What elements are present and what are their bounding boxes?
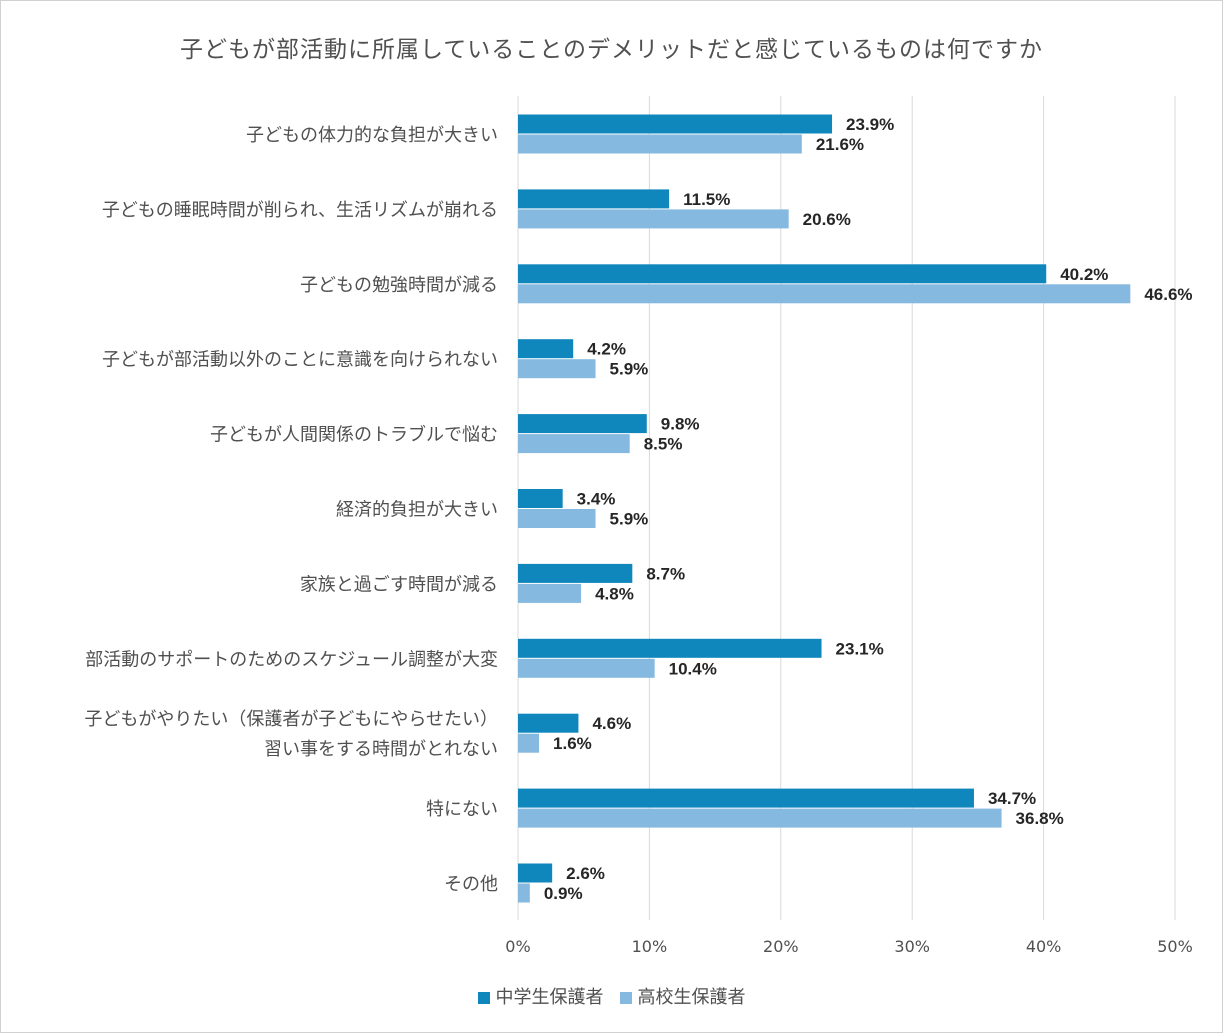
- data-label: 11.5%: [683, 190, 730, 209]
- bar-series-1: [518, 489, 563, 508]
- bar-series-1: [518, 189, 670, 209]
- legend-item: 高校生保護者: [619, 983, 746, 1009]
- data-label: 9.8%: [661, 415, 700, 434]
- data-label: 0.9%: [544, 884, 583, 903]
- value-axis-tick-labels: 0% 10% 20% 30% 40% 50%: [505, 937, 1192, 956]
- bar-series-2: [518, 733, 540, 753]
- data-label: 5.9%: [610, 510, 649, 529]
- chart-title: 子どもが部活動に所属していることのデメリットだと感じているものは何ですか: [179, 37, 1044, 63]
- data-label: 23.9%: [846, 115, 894, 134]
- legend-swatch: [477, 992, 490, 1004]
- x-tick-label: 20%: [763, 937, 799, 956]
- category-label: 家族と過ごす時間が減る: [300, 574, 498, 595]
- category-label: 経済的負担が大きい: [336, 500, 498, 521]
- category-label: 子どもの体力的な負担が大きい: [246, 125, 498, 146]
- data-label: 4.2%: [587, 340, 626, 359]
- category-label: 子どもが人間関係のトラブルで悩む: [210, 424, 498, 446]
- category-label: その他: [444, 874, 498, 895]
- bar-series-2: [518, 509, 596, 528]
- data-labels: 23.9%21.6%11.5%20.6%40.2%46.6%4.2%5.9%9.…: [544, 115, 1193, 903]
- data-label: 23.1%: [836, 639, 884, 658]
- x-tick-label: 10%: [632, 937, 668, 956]
- category-label: 習い事をする時間がとれない: [264, 739, 498, 760]
- data-label: 36.8%: [1016, 809, 1064, 828]
- bar-series-1: [518, 863, 553, 883]
- category-label: 子どもの睡眠時間が削られ、生活リズムが崩れる: [102, 200, 498, 221]
- data-label: 20.6%: [803, 210, 851, 229]
- data-label: 4.8%: [595, 584, 634, 603]
- legend-swatch: [619, 992, 632, 1004]
- bar-series-1: [518, 713, 579, 733]
- data-label: 4.6%: [592, 714, 631, 733]
- bar-series-2: [518, 808, 1002, 828]
- data-label: 34.7%: [988, 789, 1036, 808]
- x-tick-label: 40%: [1026, 937, 1062, 956]
- category-label: 子どもが部活動以外のことに意識を向けられない: [102, 350, 498, 371]
- x-tick-label: 50%: [1157, 937, 1193, 956]
- data-label: 5.9%: [610, 360, 649, 379]
- bar-series-1: [518, 563, 633, 583]
- bar-series-2: [518, 359, 596, 379]
- bar-series-2: [518, 284, 1131, 304]
- bars: [518, 114, 1131, 903]
- bar-series-2: [518, 434, 630, 454]
- data-label: 46.6%: [1144, 285, 1192, 304]
- bar-series-1: [518, 788, 974, 808]
- gridlines: [517, 96, 1176, 920]
- bar-series-1: [518, 638, 822, 658]
- bar-series-2: [518, 583, 582, 603]
- bar-series-1: [518, 264, 1047, 284]
- legend-item: 中学生保護者: [477, 983, 604, 1009]
- bar-series-2: [518, 883, 530, 903]
- bar-series-1: [518, 414, 647, 434]
- bar-series-2: [518, 209, 789, 229]
- data-label: 21.6%: [816, 135, 864, 154]
- data-label: 2.6%: [566, 864, 605, 883]
- data-label: 1.6%: [553, 734, 592, 753]
- bar-series-1: [518, 339, 574, 359]
- legend: 中学生保護者 高校生保護者: [0, 983, 1223, 1009]
- data-label: 8.7%: [646, 564, 685, 583]
- data-label: 40.2%: [1060, 265, 1108, 284]
- x-tick-label: 0%: [505, 937, 530, 956]
- legend-label: 高校生保護者: [637, 987, 746, 1008]
- category-label: 子どもの勉強時間が減る: [300, 275, 498, 296]
- data-label: 3.4%: [577, 490, 616, 509]
- data-label: 10.4%: [669, 659, 717, 678]
- legend-label: 中学生保護者: [495, 987, 604, 1008]
- category-label: 部活動のサポートのためのスケジュール調整が大変: [85, 649, 498, 670]
- category-axis-labels: 子どもの体力的な負担が大きい子どもの睡眠時間が削られ、生活リズムが崩れる子どもの…: [84, 125, 498, 895]
- bar-series-2: [518, 658, 655, 678]
- data-label: 8.5%: [644, 435, 683, 454]
- category-label: 子どもがやりたい（保護者が子どもにやらせたい）: [84, 709, 498, 730]
- category-label: 特にない: [426, 799, 498, 820]
- bar-series-1: [518, 114, 833, 134]
- bar-series-2: [518, 134, 802, 154]
- x-tick-label: 30%: [894, 937, 930, 956]
